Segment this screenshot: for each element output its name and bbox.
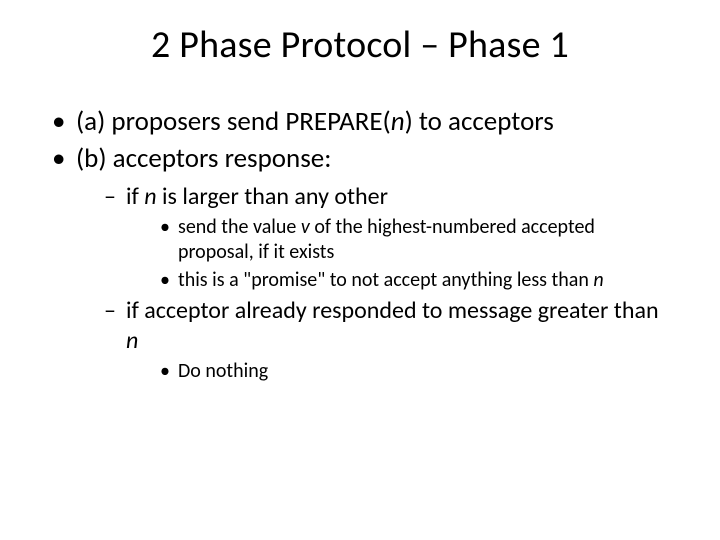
- sub1-c2-var: n: [593, 268, 603, 292]
- sub1-prefix: if: [126, 182, 144, 211]
- sub1-c2-prefix: this is a "promise" to not accept anythi…: [178, 268, 593, 292]
- sub2-c1-text: Do nothing: [178, 359, 268, 383]
- sub2-var: n: [126, 326, 138, 355]
- sub-bullet-1: if n is larger than any other send the v…: [104, 182, 672, 292]
- sub1-child1: send the value v of the highest-numbered…: [160, 215, 672, 264]
- bullet-b-text: (b) acceptors response:: [76, 142, 331, 175]
- slide: 2 Phase Protocol – Phase 1 (a) proposers…: [0, 0, 720, 540]
- sub1-var: n: [144, 182, 156, 211]
- sub2-child1: Do nothing: [160, 359, 672, 383]
- sub1-child2: this is a "promise" to not accept anythi…: [160, 268, 672, 292]
- bullet-list-lvl1: (a) proposers send PREPARE(n) to accepto…: [48, 106, 672, 383]
- bullet-a-var: n: [391, 105, 405, 138]
- sub1-c1-prefix: send the value: [178, 215, 301, 239]
- slide-title: 2 Phase Protocol – Phase 1: [48, 22, 672, 68]
- bullet-b: (b) acceptors response: if n is larger t…: [52, 143, 672, 383]
- sub1-c1-var: v: [301, 215, 310, 239]
- sub2-prefix: if acceptor already responded to message…: [126, 296, 659, 325]
- sub-bullet-2: if acceptor already responded to message…: [104, 296, 672, 383]
- bullet-list-lvl2: if n is larger than any other send the v…: [76, 182, 672, 383]
- bullet-list-lvl3-a: send the value v of the highest-numbered…: [126, 215, 672, 292]
- bullet-a-suffix: ) to acceptors: [405, 105, 554, 138]
- bullet-a-prefix: (a) proposers send PREPARE(: [76, 105, 391, 138]
- bullet-list-lvl3-b: Do nothing: [126, 359, 672, 383]
- bullet-a: (a) proposers send PREPARE(n) to accepto…: [52, 106, 672, 139]
- sub1-suffix: is larger than any other: [157, 182, 388, 211]
